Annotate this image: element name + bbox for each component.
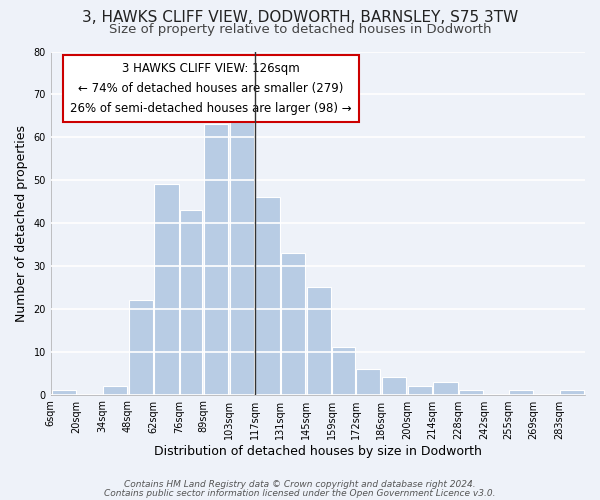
Text: Contains public sector information licensed under the Open Government Licence v3: Contains public sector information licen… <box>104 488 496 498</box>
Bar <box>407 386 432 394</box>
Bar <box>509 390 533 394</box>
Bar <box>356 369 380 394</box>
Bar <box>281 253 305 394</box>
Bar <box>230 116 254 394</box>
X-axis label: Distribution of detached houses by size in Dodworth: Distribution of detached houses by size … <box>154 444 482 458</box>
Bar <box>332 348 355 395</box>
Bar <box>103 386 127 394</box>
Bar <box>204 124 228 394</box>
Text: 3 HAWKS CLIFF VIEW: 126sqm
← 74% of detached houses are smaller (279)
26% of sem: 3 HAWKS CLIFF VIEW: 126sqm ← 74% of deta… <box>70 62 352 115</box>
Bar <box>255 198 280 394</box>
Bar <box>459 390 483 394</box>
Bar <box>180 210 202 394</box>
Bar <box>307 288 331 395</box>
Bar <box>382 378 406 394</box>
Bar <box>560 390 584 394</box>
Bar <box>128 300 153 394</box>
Y-axis label: Number of detached properties: Number of detached properties <box>15 124 28 322</box>
Text: Contains HM Land Registry data © Crown copyright and database right 2024.: Contains HM Land Registry data © Crown c… <box>124 480 476 489</box>
Bar <box>154 184 179 394</box>
Text: Size of property relative to detached houses in Dodworth: Size of property relative to detached ho… <box>109 22 491 36</box>
Bar <box>52 390 76 394</box>
Bar <box>433 382 458 394</box>
Text: 3, HAWKS CLIFF VIEW, DODWORTH, BARNSLEY, S75 3TW: 3, HAWKS CLIFF VIEW, DODWORTH, BARNSLEY,… <box>82 10 518 25</box>
